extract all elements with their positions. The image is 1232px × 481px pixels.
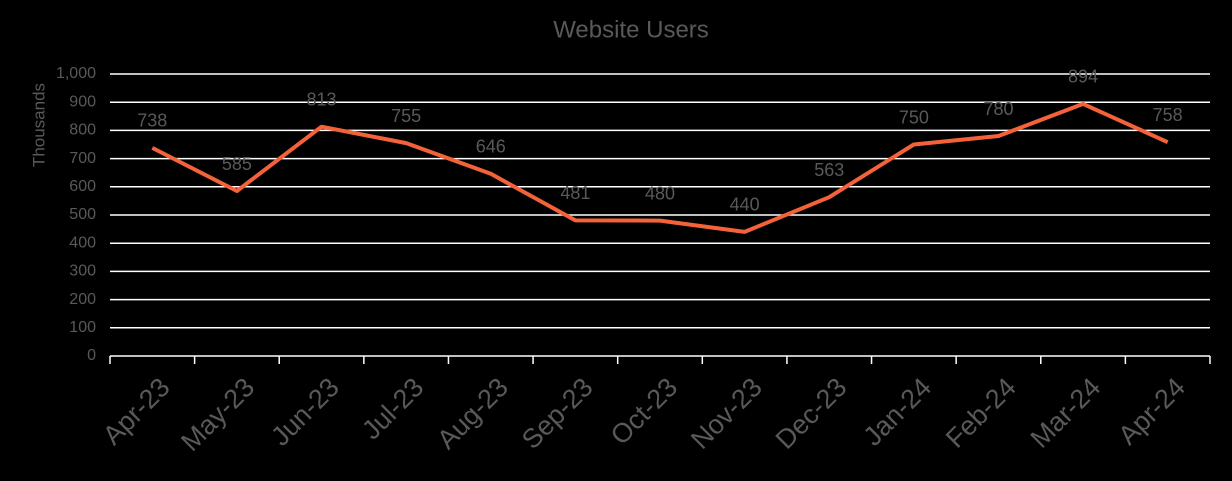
y-tick-label: 200 [69,291,96,308]
data-label: 563 [814,160,844,180]
y-tick-label: 500 [69,206,96,223]
x-tick-label: Nov-23 [685,372,768,455]
y-tick-label: 700 [69,150,96,167]
x-tick-label: Aug-23 [431,372,514,455]
y-tick-label: 0 [87,347,96,364]
data-label: 481 [560,183,590,203]
data-label: 750 [899,107,929,127]
data-label: 780 [983,99,1013,119]
data-label: 738 [137,111,167,131]
data-label: 480 [645,183,675,203]
x-tick-label: Sep-23 [516,372,599,455]
x-tick-label: Mar-24 [1025,372,1107,454]
y-axis-label: Thousands [29,83,48,167]
x-tick-label: Feb-24 [940,372,1022,454]
data-label: 646 [476,137,506,157]
data-label: 813 [307,89,337,109]
x-tick-label: Jul-23 [356,372,429,445]
y-tick-label: 300 [69,263,96,280]
x-tick-label: Oct-23 [605,372,684,451]
y-tick-label: 800 [69,122,96,139]
chart-title: Website Users [553,16,709,43]
y-tick-label: 100 [69,319,96,336]
y-tick-label: 600 [69,178,96,195]
x-tick-label: Jan-24 [858,372,938,452]
data-label: 585 [222,154,252,174]
data-label: 440 [730,195,760,215]
data-line [151,101,1169,234]
x-tick-label: Dec-23 [770,372,853,455]
y-tick-label: 1,000 [56,65,96,82]
data-label: 758 [1153,105,1183,125]
x-tick-label: Apr-24 [1112,372,1191,451]
y-tick-label: 400 [69,234,96,251]
x-tick-label: May-23 [175,372,260,457]
x-tick-label: Jun-23 [265,372,345,452]
data-label: 894 [1068,67,1098,87]
data-label: 755 [391,106,421,126]
x-tick-label: Apr-23 [97,372,176,451]
y-tick-label: 900 [69,93,96,110]
